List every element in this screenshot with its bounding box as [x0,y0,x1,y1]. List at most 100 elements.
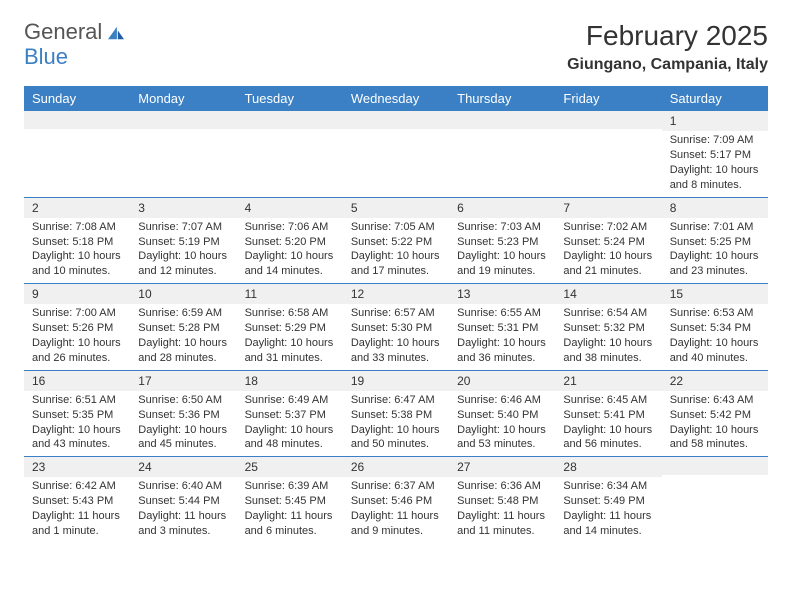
day-number: 28 [555,457,661,477]
day-body: Sunrise: 6:43 AMSunset: 5:42 PMDaylight:… [662,391,768,456]
calendar-week-row: 2Sunrise: 7:08 AMSunset: 5:18 PMDaylight… [24,197,768,284]
sunset-text: Sunset: 5:41 PM [563,408,653,423]
weekday-header: Wednesday [343,86,449,111]
weekday-header: Friday [555,86,661,111]
sunset-text: Sunset: 5:40 PM [457,408,547,423]
day-body: Sunrise: 7:03 AMSunset: 5:23 PMDaylight:… [449,218,555,283]
weekday-header: Thursday [449,86,555,111]
daylight-text: Daylight: 11 hours and 11 minutes. [457,509,547,539]
day-body: Sunrise: 6:40 AMSunset: 5:44 PMDaylight:… [130,477,236,542]
day-number: 6 [449,198,555,218]
day-body: Sunrise: 6:57 AMSunset: 5:30 PMDaylight:… [343,304,449,369]
calendar-day-cell: 5Sunrise: 7:05 AMSunset: 5:22 PMDaylight… [343,197,449,284]
sunset-text: Sunset: 5:34 PM [670,321,760,336]
sunset-text: Sunset: 5:22 PM [351,235,441,250]
day-number: 5 [343,198,449,218]
calendar-day-cell: 2Sunrise: 7:08 AMSunset: 5:18 PMDaylight… [24,197,130,284]
sunrise-text: Sunrise: 7:00 AM [32,306,122,321]
day-number: 14 [555,284,661,304]
daylight-text: Daylight: 10 hours and 40 minutes. [670,336,760,366]
day-number [449,111,555,129]
sunset-text: Sunset: 5:42 PM [670,408,760,423]
sunrise-text: Sunrise: 7:03 AM [457,220,547,235]
weekday-header: Sunday [24,86,130,111]
sunrise-text: Sunrise: 6:45 AM [563,393,653,408]
sunset-text: Sunset: 5:24 PM [563,235,653,250]
calendar-day-cell: 20Sunrise: 6:46 AMSunset: 5:40 PMDayligh… [449,370,555,457]
weekday-header: Monday [130,86,236,111]
daylight-text: Daylight: 10 hours and 48 minutes. [245,423,335,453]
day-number: 2 [24,198,130,218]
daylight-text: Daylight: 11 hours and 3 minutes. [138,509,228,539]
day-body: Sunrise: 6:55 AMSunset: 5:31 PMDaylight:… [449,304,555,369]
daylight-text: Daylight: 11 hours and 14 minutes. [563,509,653,539]
day-body: Sunrise: 6:54 AMSunset: 5:32 PMDaylight:… [555,304,661,369]
daylight-text: Daylight: 11 hours and 6 minutes. [245,509,335,539]
day-body: Sunrise: 6:34 AMSunset: 5:49 PMDaylight:… [555,477,661,542]
calendar-day-cell [555,111,661,197]
calendar-day-cell: 15Sunrise: 6:53 AMSunset: 5:34 PMDayligh… [662,284,768,371]
calendar-day-cell: 9Sunrise: 7:00 AMSunset: 5:26 PMDaylight… [24,284,130,371]
sunrise-text: Sunrise: 7:02 AM [563,220,653,235]
calendar-day-cell: 24Sunrise: 6:40 AMSunset: 5:44 PMDayligh… [130,457,236,543]
day-body [237,129,343,135]
day-number: 13 [449,284,555,304]
day-number: 7 [555,198,661,218]
sunrise-text: Sunrise: 6:43 AM [670,393,760,408]
day-number [343,111,449,129]
daylight-text: Daylight: 10 hours and 28 minutes. [138,336,228,366]
day-body: Sunrise: 7:05 AMSunset: 5:22 PMDaylight:… [343,218,449,283]
sunset-text: Sunset: 5:36 PM [138,408,228,423]
calendar-day-cell: 26Sunrise: 6:37 AMSunset: 5:46 PMDayligh… [343,457,449,543]
calendar-day-cell [24,111,130,197]
sunrise-text: Sunrise: 6:39 AM [245,479,335,494]
day-number: 16 [24,371,130,391]
sunset-text: Sunset: 5:49 PM [563,494,653,509]
day-number: 18 [237,371,343,391]
sunrise-text: Sunrise: 6:49 AM [245,393,335,408]
daylight-text: Daylight: 10 hours and 50 minutes. [351,423,441,453]
sunset-text: Sunset: 5:46 PM [351,494,441,509]
sunrise-text: Sunrise: 7:09 AM [670,133,760,148]
sunset-text: Sunset: 5:30 PM [351,321,441,336]
day-body: Sunrise: 6:49 AMSunset: 5:37 PMDaylight:… [237,391,343,456]
day-body: Sunrise: 6:51 AMSunset: 5:35 PMDaylight:… [24,391,130,456]
daylight-text: Daylight: 10 hours and 53 minutes. [457,423,547,453]
sunrise-text: Sunrise: 6:34 AM [563,479,653,494]
day-number: 9 [24,284,130,304]
day-number: 19 [343,371,449,391]
calendar-day-cell: 25Sunrise: 6:39 AMSunset: 5:45 PMDayligh… [237,457,343,543]
day-body: Sunrise: 7:02 AMSunset: 5:24 PMDaylight:… [555,218,661,283]
weekday-header: Saturday [662,86,768,111]
sunrise-text: Sunrise: 6:36 AM [457,479,547,494]
day-number: 22 [662,371,768,391]
calendar-day-cell [662,457,768,543]
sunset-text: Sunset: 5:45 PM [245,494,335,509]
calendar-day-cell: 18Sunrise: 6:49 AMSunset: 5:37 PMDayligh… [237,370,343,457]
day-body: Sunrise: 6:42 AMSunset: 5:43 PMDaylight:… [24,477,130,542]
calendar-day-cell: 11Sunrise: 6:58 AMSunset: 5:29 PMDayligh… [237,284,343,371]
sunset-text: Sunset: 5:20 PM [245,235,335,250]
day-body: Sunrise: 6:47 AMSunset: 5:38 PMDaylight:… [343,391,449,456]
calendar-day-cell: 10Sunrise: 6:59 AMSunset: 5:28 PMDayligh… [130,284,236,371]
daylight-text: Daylight: 11 hours and 1 minute. [32,509,122,539]
day-body: Sunrise: 7:08 AMSunset: 5:18 PMDaylight:… [24,218,130,283]
sunset-text: Sunset: 5:38 PM [351,408,441,423]
page-header: GeneralBlue February 2025 Giungano, Camp… [24,20,768,74]
day-number: 12 [343,284,449,304]
calendar-day-cell [343,111,449,197]
calendar-day-cell: 7Sunrise: 7:02 AMSunset: 5:24 PMDaylight… [555,197,661,284]
day-body: Sunrise: 7:00 AMSunset: 5:26 PMDaylight:… [24,304,130,369]
day-body: Sunrise: 6:53 AMSunset: 5:34 PMDaylight:… [662,304,768,369]
day-number [24,111,130,129]
day-number: 3 [130,198,236,218]
calendar-day-cell [237,111,343,197]
day-body: Sunrise: 6:59 AMSunset: 5:28 PMDaylight:… [130,304,236,369]
sunrise-text: Sunrise: 6:55 AM [457,306,547,321]
day-body: Sunrise: 6:46 AMSunset: 5:40 PMDaylight:… [449,391,555,456]
title-block: February 2025 Giungano, Campania, Italy [567,20,768,74]
sunset-text: Sunset: 5:48 PM [457,494,547,509]
day-body: Sunrise: 6:39 AMSunset: 5:45 PMDaylight:… [237,477,343,542]
calendar-day-cell: 8Sunrise: 7:01 AMSunset: 5:25 PMDaylight… [662,197,768,284]
day-number [130,111,236,129]
